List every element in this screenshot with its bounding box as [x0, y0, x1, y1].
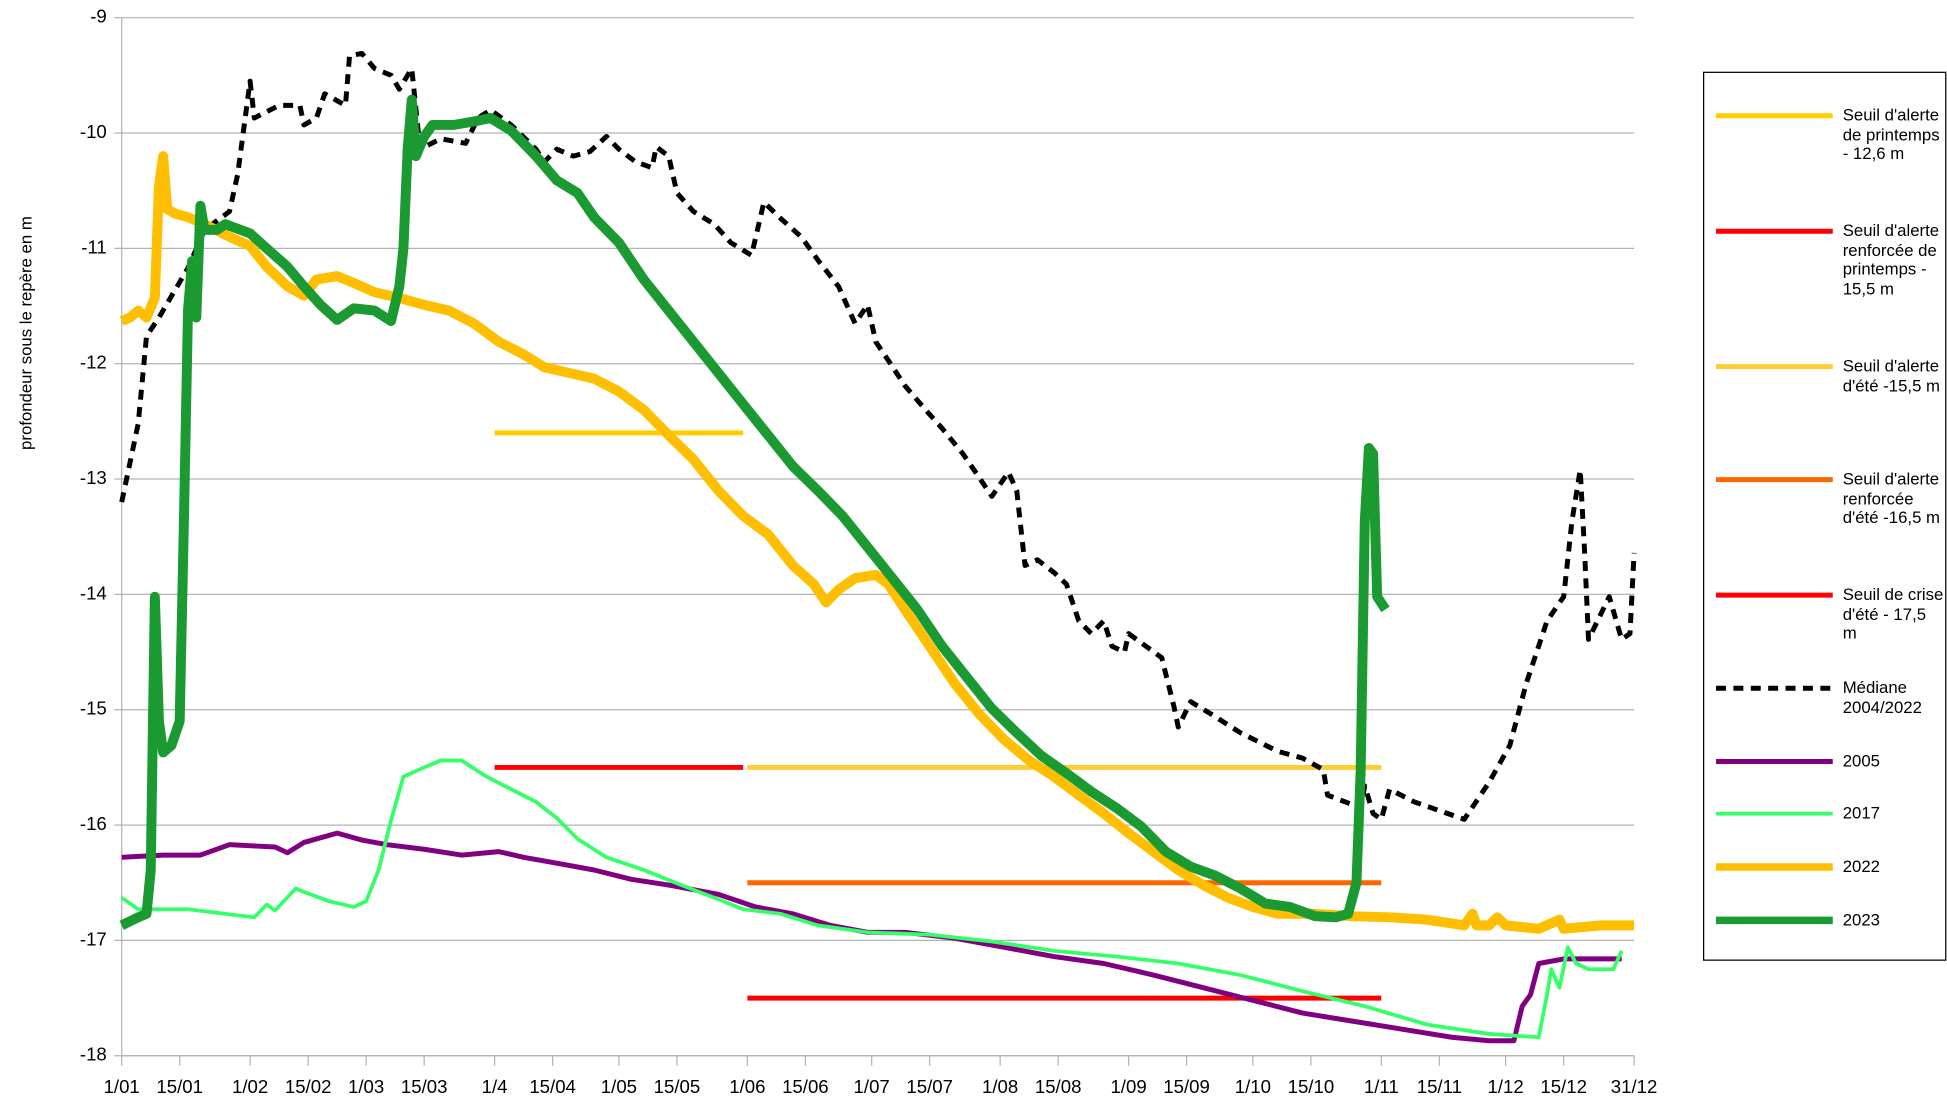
legend-label: 2022 [1842, 857, 1881, 876]
x-tick-label: 15/10 [1288, 1076, 1335, 1097]
x-tick-label: 15/01 [156, 1076, 203, 1097]
y-tick-label: -10 [80, 121, 107, 142]
legend-entry: Seuil d'alerte renforcée de printemps - … [1842, 221, 1940, 298]
legend-label: 2023 [1842, 910, 1881, 930]
x-tick-label: 1/08 [982, 1076, 1018, 1097]
line-series [119, 94, 1390, 930]
x-tick-label: 1/11 [1364, 1076, 1399, 1097]
legend-label: Seuil d'alerte de printemps - 12,6 m [1842, 105, 1940, 163]
y-tick-label: -18 [80, 1044, 107, 1065]
x-tick-label: 1/09 [1110, 1076, 1146, 1097]
legend-entry: 2022 [1842, 857, 1881, 876]
y-tick-label: -15 [80, 698, 107, 719]
legend-entry: 2005 [1842, 751, 1881, 771]
y-tick-label: -17 [80, 928, 107, 949]
x-tick-label: 15/05 [654, 1076, 701, 1097]
x-tick-label: 15/12 [1540, 1076, 1587, 1097]
x-tick-label: 15/08 [1035, 1076, 1082, 1097]
y-tick-label: -16 [80, 813, 107, 834]
y-tick-label: -12 [80, 352, 107, 373]
legend-label: Médiane 2004/2022 [1842, 678, 1922, 717]
legend-label: Seuil d'alerte renforcée de printemps - … [1842, 221, 1940, 298]
x-tick-label: 15/06 [782, 1076, 829, 1097]
x-tick-label: 1/06 [729, 1076, 765, 1097]
legend-entry: 2023 [1842, 910, 1881, 930]
x-tick-label: 15/02 [285, 1076, 332, 1097]
x-tick-label: 15/04 [529, 1076, 576, 1097]
legend-entry: Médiane 2004/2022 [1842, 678, 1922, 717]
legend-label: Seuil d'alerte renforcée d'été -16,5 m [1842, 469, 1941, 527]
x-tick-label: 1/01 [104, 1076, 140, 1097]
x-tick-label: 1/02 [232, 1076, 268, 1097]
line-series [120, 758, 1624, 1040]
x-tick-label: 15/07 [906, 1076, 953, 1097]
legend-entry: 2017 [1842, 803, 1881, 823]
y-tick-label: -14 [80, 582, 107, 603]
y-tick-label: -9 [90, 6, 107, 27]
y-tick-label: -11 [81, 236, 107, 257]
x-tick-label: 1/10 [1235, 1076, 1271, 1097]
legend-label: 2017 [1842, 803, 1881, 823]
x-tick-label: 1/03 [348, 1076, 384, 1097]
legend-label: 2005 [1842, 751, 1881, 771]
y-tick-label: -13 [80, 467, 107, 488]
x-tick-label: 15/11 [1417, 1076, 1462, 1097]
x-tick-label: 1/05 [601, 1076, 637, 1097]
legend-label: Seuil de crise d'été - 17,5 m [1842, 585, 1944, 643]
legend-entry: Seuil de crise d'été - 17,5 m [1842, 585, 1944, 643]
legend-label: Seuil d'alerte d'été -15,5 m [1842, 356, 1941, 395]
line-series [119, 151, 1635, 934]
x-tick-label: 15/09 [1163, 1076, 1210, 1097]
x-tick-label: 31/12 [1611, 1076, 1658, 1097]
x-tick-label: 1/07 [854, 1076, 890, 1097]
x-tick-label: 1/4 [482, 1076, 508, 1097]
legend-entry: Seuil d'alerte d'été -15,5 m [1842, 356, 1941, 395]
x-tick-label: 1/12 [1488, 1076, 1524, 1097]
y-axis-label: profondeur sous le repère en m [17, 216, 36, 450]
x-tick-label: 15/03 [401, 1076, 448, 1097]
legend-entry: Seuil d'alerte de printemps - 12,6 m [1842, 105, 1940, 163]
line-series [119, 50, 1637, 822]
legend-entry: Seuil d'alerte renforcée d'été -16,5 m [1842, 469, 1941, 527]
line-series [121, 830, 1622, 1044]
